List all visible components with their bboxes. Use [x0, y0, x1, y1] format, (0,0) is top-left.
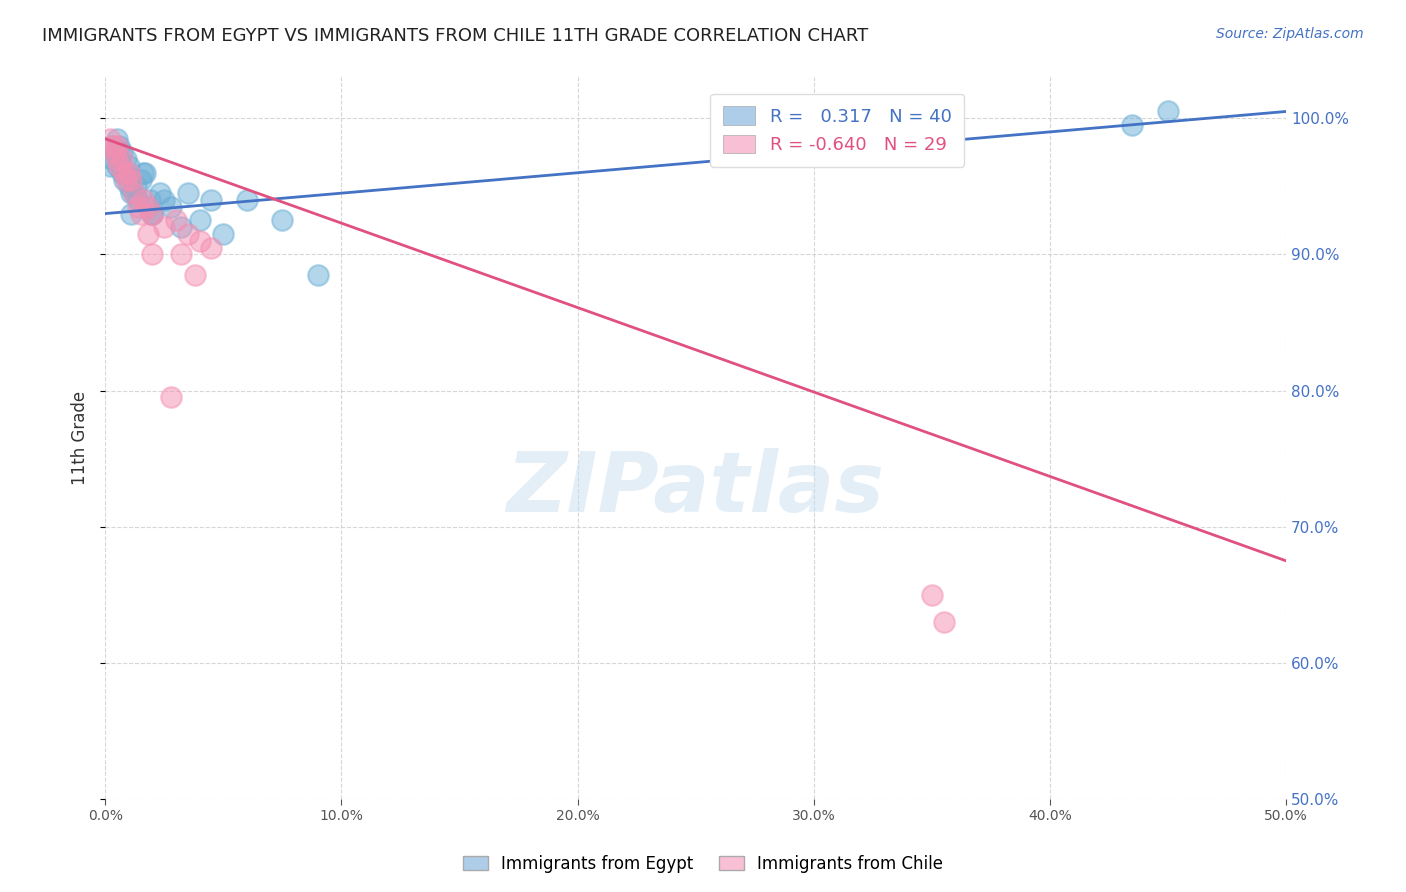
Point — [104, 145, 127, 160]
Point — [127, 193, 149, 207]
Point — [105, 159, 128, 173]
Point — [271, 213, 294, 227]
Point — [200, 241, 222, 255]
Point — [129, 172, 152, 186]
Point — [153, 193, 176, 207]
Point — [112, 166, 135, 180]
Point — [101, 138, 124, 153]
Point — [170, 247, 193, 261]
Point — [1157, 104, 1180, 119]
Point — [141, 206, 163, 220]
Point — [148, 186, 170, 201]
Point — [141, 206, 163, 220]
Point — [118, 159, 141, 173]
Point — [112, 166, 135, 180]
Point — [111, 152, 134, 166]
Point — [127, 200, 149, 214]
Point — [108, 138, 131, 153]
Point — [98, 132, 121, 146]
Point — [177, 186, 200, 201]
Point — [108, 159, 131, 173]
Point — [136, 200, 159, 214]
Point — [101, 152, 124, 166]
Point — [115, 152, 138, 166]
Text: IMMIGRANTS FROM EGYPT VS IMMIGRANTS FROM CHILE 11TH GRADE CORRELATION CHART: IMMIGRANTS FROM EGYPT VS IMMIGRANTS FROM… — [42, 27, 869, 45]
Point — [105, 132, 128, 146]
Legend: Immigrants from Egypt, Immigrants from Chile: Immigrants from Egypt, Immigrants from C… — [457, 848, 949, 880]
Point — [160, 200, 183, 214]
Point — [177, 227, 200, 241]
Point — [139, 193, 162, 207]
Point — [921, 588, 943, 602]
Point — [170, 220, 193, 235]
Point — [129, 206, 152, 220]
Y-axis label: 11th Grade: 11th Grade — [72, 392, 89, 485]
Point — [120, 206, 142, 220]
Point — [98, 159, 121, 173]
Point — [136, 227, 159, 241]
Point — [307, 268, 329, 282]
Point — [105, 138, 128, 153]
Point — [132, 166, 155, 180]
Point — [141, 206, 163, 220]
Point — [111, 145, 134, 160]
Point — [101, 138, 124, 153]
Point — [118, 166, 141, 180]
Point — [188, 213, 211, 227]
Point — [105, 152, 128, 166]
Point — [111, 166, 134, 180]
Point — [932, 615, 955, 629]
Point — [153, 220, 176, 235]
Point — [184, 268, 207, 282]
Point — [120, 186, 142, 201]
Point — [120, 172, 142, 186]
Text: ZIPatlas: ZIPatlas — [506, 449, 884, 529]
Point — [118, 179, 141, 194]
Point — [236, 193, 259, 207]
Point — [200, 193, 222, 207]
Point — [122, 186, 145, 201]
Legend: R =   0.317   N = 40, R = -0.640   N = 29: R = 0.317 N = 40, R = -0.640 N = 29 — [710, 94, 965, 167]
Point — [188, 234, 211, 248]
Point — [108, 152, 131, 166]
Point — [132, 193, 155, 207]
Point — [160, 391, 183, 405]
Point — [104, 145, 127, 160]
Point — [212, 227, 235, 241]
Point — [136, 200, 159, 214]
Point — [1121, 118, 1143, 132]
Point — [134, 166, 156, 180]
Point — [125, 179, 148, 194]
Point — [165, 213, 187, 227]
Point — [112, 172, 135, 186]
Point — [122, 186, 145, 201]
Text: Source: ZipAtlas.com: Source: ZipAtlas.com — [1216, 27, 1364, 41]
Point — [141, 247, 163, 261]
Point — [115, 172, 138, 186]
